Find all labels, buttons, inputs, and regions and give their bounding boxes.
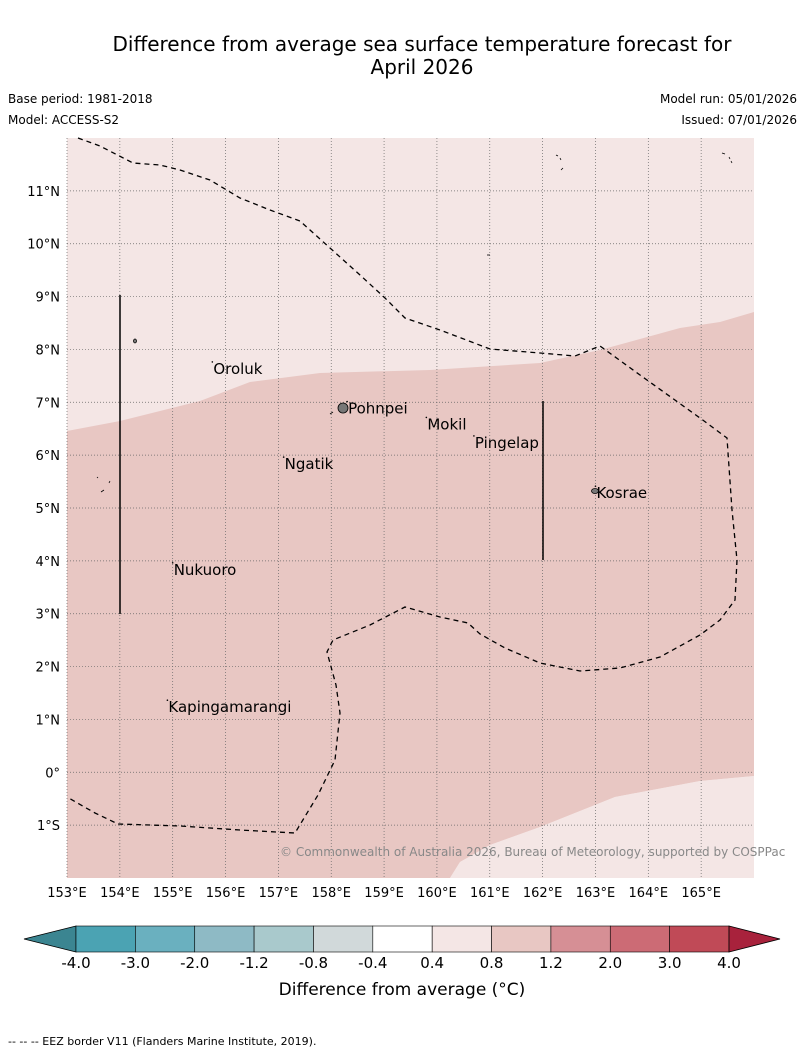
colorbar-segment [491,925,552,953]
latitude-tick-label: 3°N [36,608,61,623]
place-marker [211,361,214,363]
colorbar-segment [609,925,670,953]
latitude-tick-label: 0° [45,766,60,781]
place-label: Pohnpei [348,400,408,418]
longitude-tick-label: 154°E [100,886,140,901]
atoll-shape-north [555,154,564,171]
colorbar-tick-label: 2.0 [598,954,622,972]
map-panel: Oroluk Pohnpei Mokil Pingelap Ngatik Kosrae Nu… [27,137,754,901]
colorbar-segment [550,925,611,953]
latitude-tick-label: 6°N [36,449,61,464]
place-label: Mokil [427,415,466,433]
colorbar-tick-label: -3.0 [121,954,150,972]
kosrae-island-shape [591,488,599,494]
colorbar-segment [194,925,255,953]
colorbar-extend-low [23,925,77,953]
eez-border [66,137,738,834]
atoll-shape [133,338,137,344]
colorbar-tick-label: 4.0 [717,954,741,972]
place-marker [166,699,169,702]
colorbar-segment [372,925,433,953]
boundary-lines [119,295,544,614]
issued-date: Issued: 07/01/2026 [681,113,797,127]
atoll-shape-northeast [721,152,733,164]
colorbar-extend-high [728,925,781,953]
atoll-shape-west [96,476,111,493]
chart-title: Difference from average sea surface temp… [60,33,784,79]
base-period: Base period: 1981-2018 [8,92,153,106]
place-label: Ngatik [285,455,334,473]
latitude-tick-label: 2°N [36,661,61,676]
colorbar-tick-label: -4.0 [61,954,90,972]
model-name: Model: ACCESS-S2 [8,113,120,127]
colorbar-segment [313,925,374,953]
colorbar-tick-label: 3.0 [658,954,682,972]
place-marker [171,561,174,564]
latitude-tick-label: 4°N [36,555,61,570]
place-labels: Oroluk Pohnpei Mokil Pingelap Ngatik Kosrae Nu… [166,360,647,716]
map-figure: Oroluk Pohnpei Mokil Pingelap Ngatik Kosrae Nu… [23,137,781,972]
eez-footnote: -- -- -- EEZ border V11 (Flanders Marine… [8,1035,317,1048]
colorbar-tick-label: -1.2 [239,954,268,972]
longitude-tick-label: 164°E [629,886,669,901]
colorbar-tick-label: -2.0 [180,954,209,972]
latitude-tick-label: 7°N [36,396,61,411]
colorbar: -4.0 -3.0 -2.0 -1.2 -0.8 -0.4 0.4 0.8 1.2 2.0 3.0 4… [23,925,781,972]
latitude-tick-label: 5°N [36,502,61,517]
colorbar-tick-label: 0.8 [480,954,504,972]
latitude-tick-label: 1°S [37,819,60,834]
pohnpei-island-shape [337,402,349,414]
longitude-tick-label: 162°E [523,886,563,901]
atoll-shape-ant [329,411,334,415]
islands [96,152,733,494]
latitude-tick-label: 9°N [36,291,61,306]
longitude-tick-label: 158°E [311,886,351,901]
longitude-tick-labels: 153°E 154°E 155°E 156°E 157°E 158°E 159°E 160°E… [47,886,721,901]
place-marker [473,435,475,437]
longitude-tick-label: 157°E [259,886,299,901]
colorbar-segment [75,925,136,953]
longitude-tick-label: 161°E [470,886,510,901]
longitude-tick-label: 163°E [576,886,616,901]
model-run: Model run: 05/01/2026 [659,92,797,106]
place-label: Kosrae [596,484,647,502]
latitude-tick-label: 1°N [36,713,61,728]
longitude-tick-label: 159°E [364,886,404,901]
colorbar-segment [253,925,314,953]
place-marker [425,416,428,419]
place-label: Nukuoro [174,561,237,579]
colorbar-segment [135,925,196,953]
longitude-tick-label: 156°E [206,886,246,901]
colorbar-tick-label: -0.8 [299,954,328,972]
attribution-text: © Commonwealth of Australia 2026, Bureau… [280,845,786,859]
colorbar-title: Difference from average (°C) [278,980,526,1000]
longitude-tick-label: 160°E [417,886,457,901]
anomaly-zone-warm [67,312,754,878]
latitude-tick-labels: 11°N 10°N 9°N 8°N 7°N 6°N 5°N 4°N 3°N 2°N 1°N 0° 1°S [27,185,60,834]
place-label: Oroluk [213,360,262,378]
colorbar-tick-label: 1.2 [539,954,563,972]
place-marker [282,456,285,458]
place-label: Kapingamarangi [168,698,291,716]
graticule [66,138,754,878]
latitude-tick-label: 10°N [27,238,60,253]
anomaly-zone-light-south [450,776,754,878]
place-label: Pingelap [475,434,539,452]
colorbar-segment [431,925,492,953]
longitude-tick-label: 155°E [153,886,193,901]
colorbar-tick-label: -0.4 [358,954,387,972]
colorbar-segment [669,925,730,953]
longitude-tick-label: 153°E [47,886,87,901]
colorbar-tick-label: 0.4 [420,954,444,972]
title-line-2: April 2026 [370,55,474,79]
title-line-1: Difference from average sea surface temp… [112,32,732,56]
latitude-tick-label: 8°N [36,343,61,358]
latitude-tick-label: 11°N [27,185,60,200]
longitude-tick-label: 165°E [681,886,721,901]
place-marker [594,485,597,487]
place-marker [346,400,348,403]
